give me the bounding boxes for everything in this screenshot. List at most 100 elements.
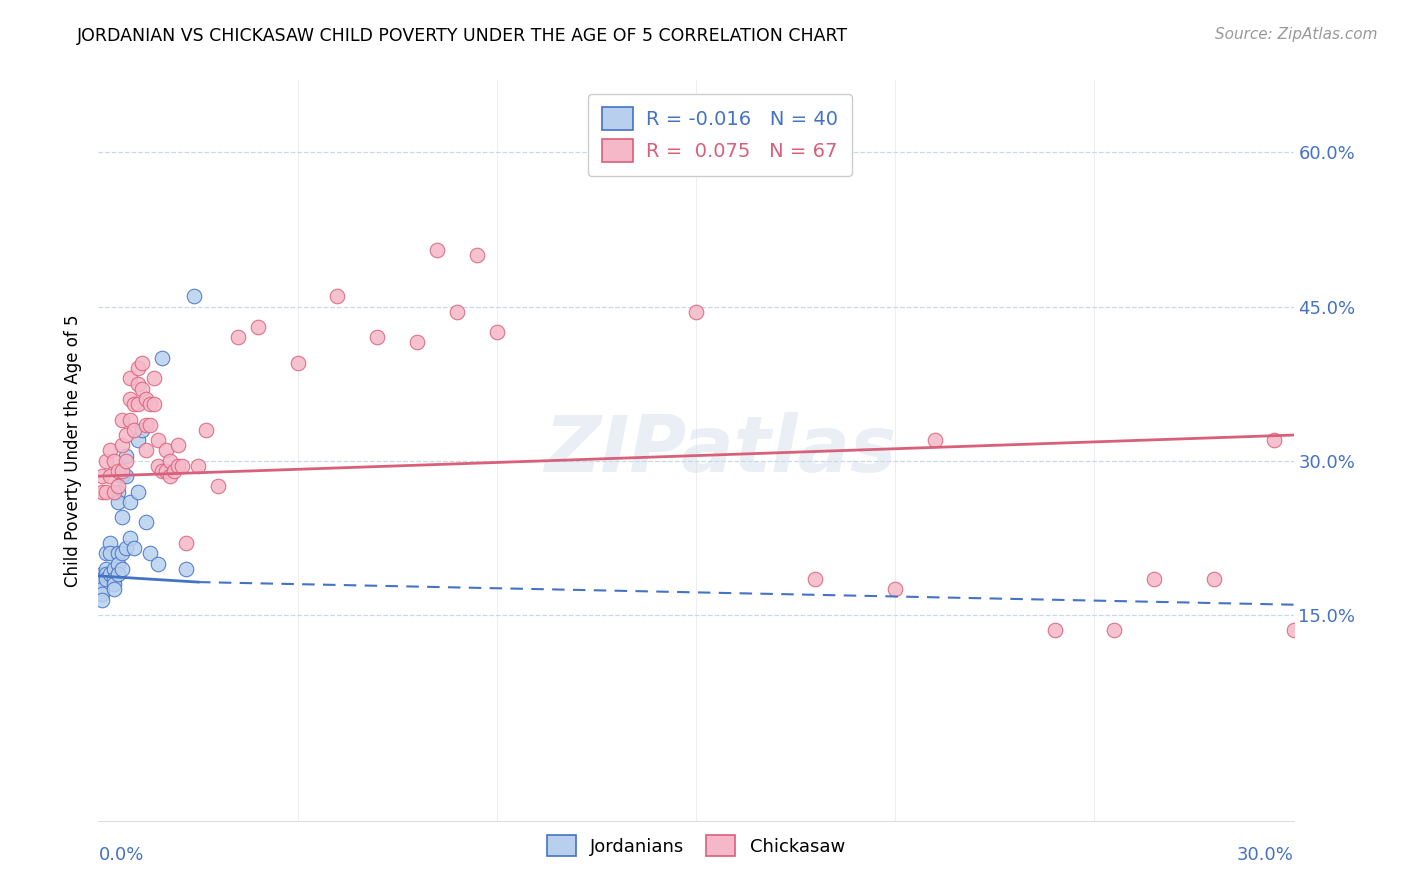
Point	[120, 392, 142, 406]
Text: 30.0%: 30.0%	[1237, 847, 1294, 864]
Point	[884, 582, 907, 597]
Point	[174, 562, 197, 576]
Point	[124, 423, 146, 437]
Point	[135, 516, 157, 530]
Point	[465, 248, 488, 262]
Point	[91, 566, 114, 581]
Point	[111, 438, 134, 452]
Point	[96, 546, 118, 560]
Point	[155, 443, 177, 458]
Point	[91, 572, 114, 586]
Point	[366, 330, 388, 344]
Point	[120, 371, 142, 385]
Point	[1282, 624, 1305, 638]
Point	[174, 536, 197, 550]
Point	[115, 428, 138, 442]
Point	[111, 464, 134, 478]
Point	[143, 397, 166, 411]
Point	[91, 592, 114, 607]
Point	[127, 376, 149, 391]
Point	[124, 397, 146, 411]
Point	[127, 484, 149, 499]
Point	[124, 541, 146, 556]
Point	[139, 397, 162, 411]
Point	[246, 320, 269, 334]
Point	[1263, 433, 1285, 447]
Point	[148, 557, 170, 571]
Point	[131, 356, 153, 370]
Point	[98, 536, 122, 550]
Point	[107, 557, 129, 571]
Point	[195, 423, 218, 437]
Point	[135, 392, 157, 406]
Point	[127, 361, 149, 376]
Point	[98, 546, 122, 560]
Point	[135, 443, 157, 458]
Point	[120, 412, 142, 426]
Point	[1104, 624, 1126, 638]
Point	[226, 330, 249, 344]
Point	[159, 469, 181, 483]
Point	[148, 458, 170, 473]
Point	[167, 458, 190, 473]
Point	[287, 356, 309, 370]
Point	[127, 397, 149, 411]
Point	[103, 582, 125, 597]
Point	[159, 454, 181, 468]
Point	[103, 577, 125, 591]
Point	[187, 458, 209, 473]
Point	[139, 417, 162, 432]
Point	[131, 423, 153, 437]
Point	[207, 479, 229, 493]
Point	[115, 454, 138, 468]
Point	[1143, 572, 1166, 586]
Point	[103, 484, 125, 499]
Point	[183, 289, 205, 303]
Point	[685, 304, 707, 318]
Text: JORDANIAN VS CHICKASAW CHILD POVERTY UNDER THE AGE OF 5 CORRELATION CHART: JORDANIAN VS CHICKASAW CHILD POVERTY UND…	[77, 27, 848, 45]
Point	[406, 335, 429, 350]
Point	[115, 541, 138, 556]
Point	[111, 562, 134, 576]
Point	[1202, 572, 1225, 586]
Point	[115, 449, 138, 463]
Point	[91, 582, 114, 597]
Point	[103, 572, 125, 586]
Point	[91, 469, 114, 483]
Point	[143, 371, 166, 385]
Point	[172, 458, 194, 473]
Point	[91, 587, 114, 601]
Point	[98, 566, 122, 581]
Point	[150, 464, 173, 478]
Point	[924, 433, 946, 447]
Point	[115, 469, 138, 483]
Point	[91, 484, 114, 499]
Point	[163, 464, 186, 478]
Point	[148, 433, 170, 447]
Point	[150, 351, 173, 365]
Point	[96, 572, 118, 586]
Point	[139, 546, 162, 560]
Text: ZIPatlas: ZIPatlas	[544, 412, 896, 489]
Point	[107, 484, 129, 499]
Point	[111, 412, 134, 426]
Point	[120, 531, 142, 545]
Y-axis label: Child Poverty Under the Age of 5: Child Poverty Under the Age of 5	[65, 314, 83, 587]
Point	[135, 417, 157, 432]
Point	[96, 484, 118, 499]
Point	[804, 572, 827, 586]
Point	[111, 510, 134, 524]
Point	[107, 479, 129, 493]
Point	[1043, 624, 1066, 638]
Point	[103, 454, 125, 468]
Point	[446, 304, 468, 318]
Point	[167, 438, 190, 452]
Point	[98, 443, 122, 458]
Point	[96, 566, 118, 581]
Point	[131, 382, 153, 396]
Point	[326, 289, 349, 303]
Point	[155, 464, 177, 478]
Legend: Jordanians, Chickasaw: Jordanians, Chickasaw	[540, 828, 852, 863]
Point	[120, 495, 142, 509]
Point	[103, 562, 125, 576]
